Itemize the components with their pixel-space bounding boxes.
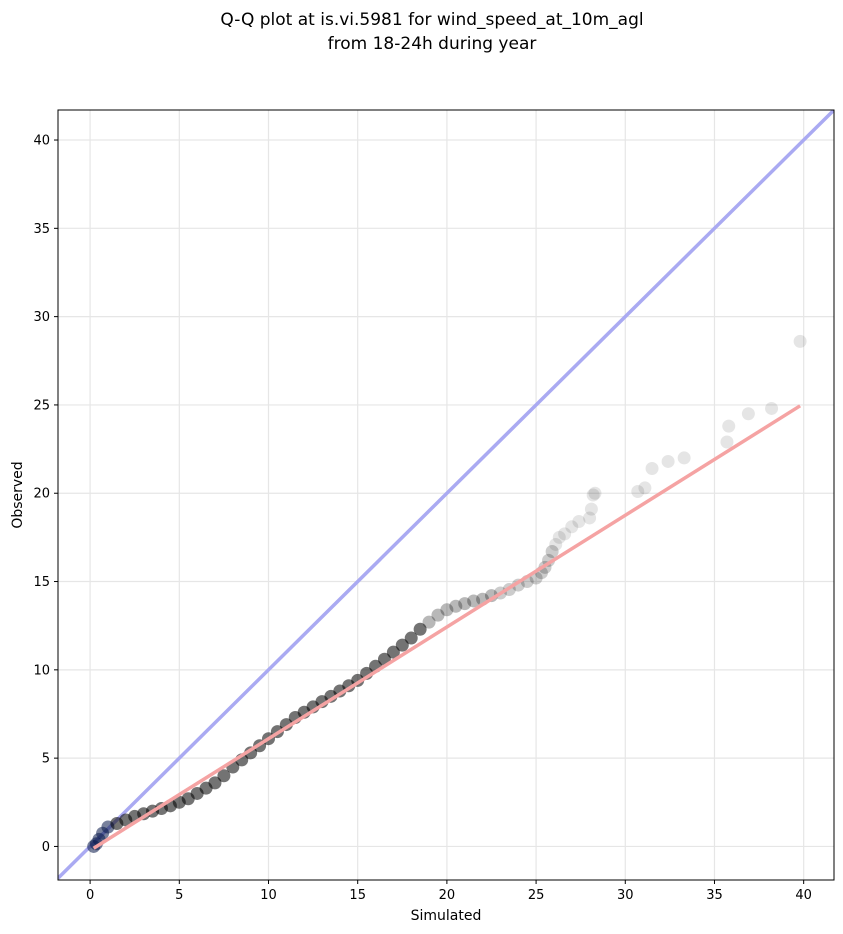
quantile-point — [440, 603, 454, 617]
x-tick-label: 5 — [175, 888, 183, 903]
x-tick-label: 20 — [439, 888, 456, 903]
chart-title-line-2: from 18-24h during year — [328, 34, 537, 54]
x-tick-label: 15 — [349, 888, 366, 903]
fit-line — [92, 404, 802, 850]
x-tick-label: 0 — [86, 888, 94, 903]
quantile-point — [217, 769, 231, 783]
quantile-point — [431, 608, 445, 622]
quantile-point — [545, 545, 559, 559]
y-tick-label: 40 — [33, 134, 50, 149]
y-tick-label: 30 — [33, 310, 50, 325]
quantile-point — [720, 435, 734, 449]
quantile-point — [793, 334, 807, 348]
plot-frame — [57, 109, 835, 881]
quantile-point — [552, 530, 566, 544]
x-axis: 0 5 10 15 20 25 30 35 40 — [86, 880, 812, 903]
y-tick-label: 35 — [33, 222, 50, 237]
y-axis: 0 5 10 15 20 25 30 35 40 — [33, 134, 58, 855]
quantile-point — [661, 454, 675, 468]
quantile-point — [572, 514, 586, 528]
quantile-point — [386, 645, 400, 659]
y-tick-label: 0 — [42, 840, 50, 855]
x-axis-label: Simulated — [411, 908, 482, 924]
quantile-point — [413, 622, 427, 636]
quantile-point — [565, 520, 579, 534]
quantile-point — [583, 511, 597, 525]
y-tick-label: 10 — [33, 663, 50, 678]
quantile-point — [549, 537, 563, 551]
identity-line — [58, 110, 834, 880]
plot-area — [58, 110, 834, 880]
y-tick-label: 20 — [33, 487, 50, 502]
x-tick-label: 10 — [260, 888, 277, 903]
x-tick-label: 35 — [706, 888, 723, 903]
quantile-point — [586, 488, 600, 502]
quantile-point — [638, 481, 652, 495]
quantile-point — [588, 486, 602, 500]
x-tick-label: 30 — [617, 888, 634, 903]
quantile-point — [741, 407, 755, 421]
quantile-point — [631, 484, 645, 498]
quantile-point — [458, 597, 472, 611]
quantile-point — [558, 527, 572, 541]
quantile-point — [422, 615, 436, 629]
y-tick-label: 15 — [33, 575, 50, 590]
quantile-point — [208, 776, 222, 790]
y-axis-label: Observed — [10, 461, 26, 528]
y-tick-label: 5 — [42, 752, 50, 767]
quantile-point — [395, 638, 409, 652]
quantile-point — [467, 594, 481, 608]
quantile-point — [722, 419, 736, 433]
quantile-point — [584, 502, 598, 516]
x-tick-label: 25 — [528, 888, 545, 903]
quantile-point — [449, 599, 463, 613]
x-tick-label: 40 — [795, 888, 812, 903]
quantile-point — [677, 451, 691, 465]
quantile-point — [404, 631, 418, 645]
quantile-point — [645, 462, 659, 476]
quantile-point — [765, 401, 779, 415]
chart-title-line-1: Q-Q plot at is.vi.5981 for wind_speed_at… — [220, 10, 643, 30]
y-tick-label: 25 — [33, 398, 50, 413]
